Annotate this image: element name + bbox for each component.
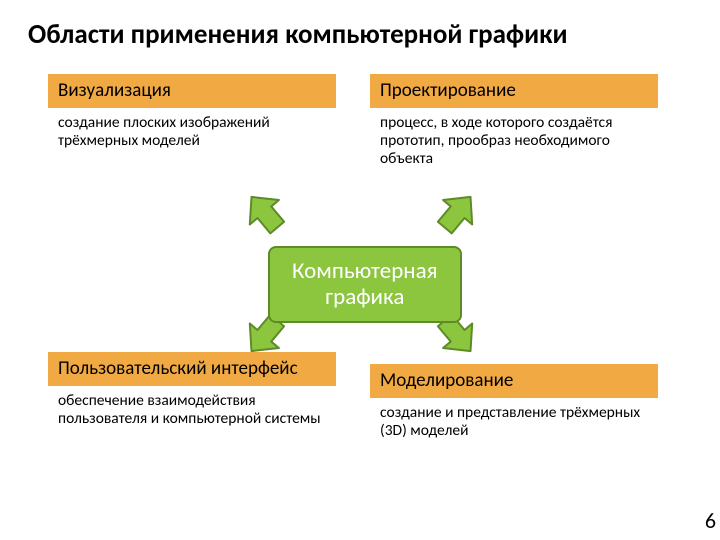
box-design: Проектирование процесс, в ходе которого … <box>370 74 658 177</box>
box-header: Пользовательский интерфейс <box>48 352 336 386</box>
center-node: Компьютерная графика <box>268 246 462 323</box>
box-header: Моделирование <box>370 364 658 398</box>
box-header: Проектирование <box>370 74 658 108</box>
box-body: процесс, в ходе которого создаётся прото… <box>370 108 658 177</box>
arrow-to-visualization <box>240 188 290 238</box>
box-body: создание и представление трёхмерных (3D)… <box>370 398 658 449</box>
center-label-line1: Компьютерная <box>292 257 438 285</box>
page-title: Области применения компьютерной графики <box>0 0 720 51</box>
center-label-line2: графика <box>325 283 404 311</box>
page-number: 6 <box>705 507 716 534</box>
box-body: создание плоских изображений трёхмерных … <box>48 108 336 159</box>
box-modeling: Моделирование создание и представление т… <box>370 364 658 448</box>
box-ui: Пользовательский интерфейс обеспечение в… <box>48 352 336 436</box>
box-header: Визуализация <box>48 74 336 108</box>
box-body: обеспечение взаимодействия пользователя … <box>48 386 336 437</box>
box-visualization: Визуализация создание плоских изображени… <box>48 74 336 158</box>
arrow-to-design <box>432 188 482 238</box>
